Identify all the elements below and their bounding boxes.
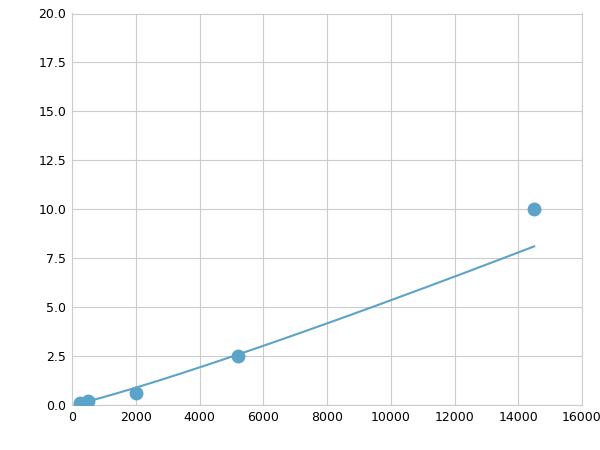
Point [131,390,140,397]
Point [83,397,93,405]
Point [529,206,539,213]
Point [233,352,242,360]
Point [75,400,85,407]
